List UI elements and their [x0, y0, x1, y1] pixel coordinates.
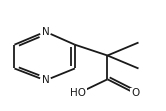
Text: O: O	[131, 88, 139, 98]
Text: N: N	[42, 27, 49, 37]
Text: N: N	[42, 75, 49, 85]
Text: HO: HO	[70, 88, 86, 98]
